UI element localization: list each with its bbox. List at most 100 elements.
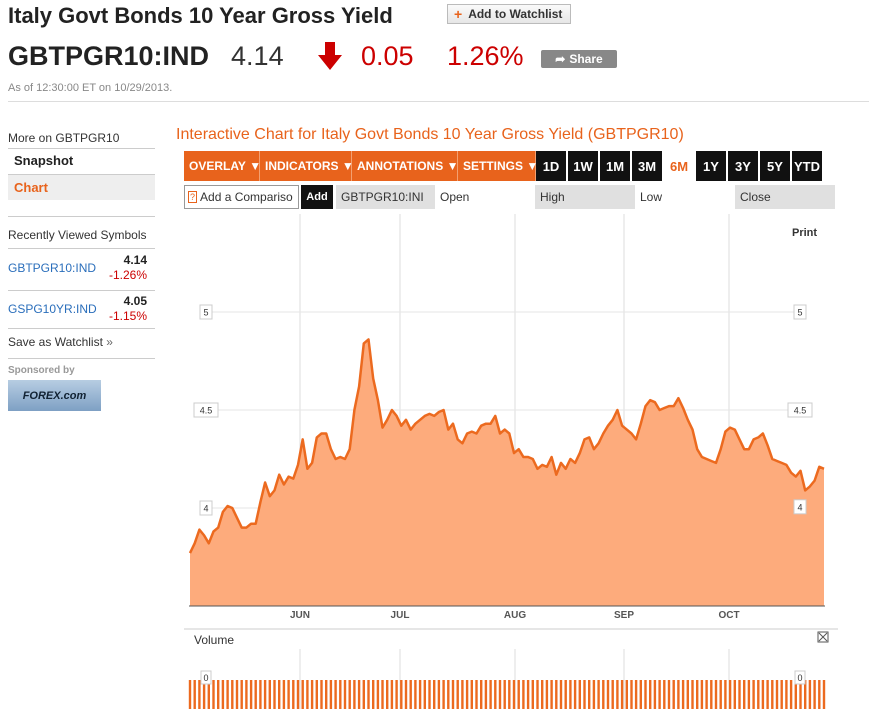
indicators-menu[interactable]: INDICATORS ▼ bbox=[260, 151, 354, 181]
share-label: Share bbox=[569, 52, 603, 66]
volume-bar bbox=[296, 680, 300, 709]
volume-bar bbox=[372, 680, 375, 709]
sidebar-divider bbox=[8, 148, 155, 149]
chart-toolbar: OVERLAY ▼ INDICATORS ▼ ANNOTATIONS ▼ SET… bbox=[184, 151, 824, 181]
volume-bar bbox=[644, 680, 647, 709]
volume-bar bbox=[738, 680, 741, 709]
sponsor-logo-text: FOREX.com bbox=[22, 389, 87, 402]
volume-bar bbox=[320, 680, 323, 709]
price-chart[interactable]: JUN JUL AUG SEP OCT 5 54.5 4.54 4 Print Volume … bbox=[184, 214, 838, 719]
compare-input[interactable]: ? Add a Compariso bbox=[184, 185, 299, 209]
period-1d[interactable]: 1D bbox=[536, 151, 568, 181]
volume-bar bbox=[799, 680, 802, 709]
volume-bar bbox=[292, 680, 295, 709]
volume-bar bbox=[630, 680, 633, 709]
volume-bar bbox=[780, 680, 783, 709]
volume-bar bbox=[653, 680, 657, 709]
sponsor-logo[interactable]: FOREX.com bbox=[8, 380, 101, 411]
volume-bar bbox=[569, 680, 572, 709]
volume-bar bbox=[268, 680, 271, 709]
legend-open: Open bbox=[440, 190, 470, 204]
y-tick-label-left: 4.5 bbox=[193, 402, 219, 418]
period-3y[interactable]: 3Y bbox=[728, 151, 760, 181]
volume-bar bbox=[198, 680, 201, 709]
volume-bar bbox=[376, 680, 380, 709]
overlay-menu[interactable]: OVERLAY ▼ bbox=[184, 151, 261, 181]
close-volume-icon[interactable] bbox=[817, 631, 829, 643]
x-tick-label: AUG bbox=[504, 610, 526, 621]
volume-bar bbox=[348, 680, 351, 709]
quote-row: GBTPGR10:IND 4.14 bbox=[8, 41, 284, 75]
overlay-menu-label: OVERLAY bbox=[189, 159, 246, 173]
settings-menu[interactable]: SETTINGS ▼ bbox=[458, 151, 538, 181]
volume-bar bbox=[822, 680, 826, 709]
save-as-watchlist-label: Save as Watchlist bbox=[8, 335, 103, 349]
period-5y[interactable]: 5Y bbox=[760, 151, 792, 181]
print-link[interactable]: Print bbox=[792, 227, 817, 239]
save-as-watchlist-link[interactable]: Save as Watchlist » bbox=[8, 335, 113, 349]
volume-bar bbox=[592, 680, 596, 709]
period-1y[interactable]: 1Y bbox=[696, 151, 728, 181]
volume-bar bbox=[400, 680, 403, 709]
sidebar-divider bbox=[8, 174, 155, 175]
volume-bars bbox=[188, 649, 826, 709]
yield-area-fill bbox=[190, 339, 824, 606]
recent-symbol-change: -1.26% bbox=[108, 268, 147, 282]
volume-bar bbox=[442, 680, 445, 709]
volume-bar bbox=[583, 680, 586, 709]
volume-bar bbox=[747, 680, 751, 709]
volume-bar bbox=[470, 680, 473, 709]
recent-symbol[interactable]: GSPG10YR:IND 4.05 -1.15% bbox=[8, 292, 155, 330]
annotations-menu[interactable]: ANNOTATIONS ▼ bbox=[352, 151, 458, 181]
volume-bar bbox=[188, 680, 192, 709]
help-icon[interactable]: ? bbox=[188, 191, 198, 203]
recent-symbol-name[interactable]: GSPG10YR:IND bbox=[8, 302, 97, 316]
volume-bar bbox=[578, 680, 581, 709]
volume-bar bbox=[278, 680, 281, 709]
volume-bar bbox=[705, 680, 708, 709]
volume-bar bbox=[254, 680, 257, 709]
volume-bar bbox=[334, 680, 337, 709]
volume-bar bbox=[606, 680, 610, 709]
period-1m[interactable]: 1M bbox=[600, 151, 632, 181]
volume-bar bbox=[498, 680, 502, 709]
period-6m[interactable]: 6M bbox=[664, 151, 696, 181]
share-button[interactable]: ➦ Share bbox=[541, 50, 617, 68]
period-ytd[interactable]: YTD bbox=[792, 151, 824, 181]
add-to-watchlist-button[interactable]: + Add to Watchlist bbox=[447, 4, 571, 24]
volume-bar bbox=[357, 680, 361, 709]
volume-bar bbox=[273, 680, 276, 709]
volume-bar bbox=[325, 680, 328, 709]
period-3m[interactable]: 3M bbox=[632, 151, 664, 181]
volume-bar bbox=[414, 680, 417, 709]
volume-bar bbox=[508, 680, 511, 709]
volume-bar bbox=[475, 680, 478, 709]
recent-symbol-name[interactable]: GBTPGR10:IND bbox=[8, 261, 97, 275]
sidebar-item-snapshot[interactable]: Snapshot bbox=[14, 153, 74, 168]
chart-heading: Interactive Chart for Italy Govt Bonds 1… bbox=[176, 126, 684, 143]
period-1w[interactable]: 1W bbox=[568, 151, 600, 181]
x-tick-label: JUN bbox=[290, 610, 310, 621]
volume-bar bbox=[658, 680, 661, 709]
volume-bar bbox=[339, 680, 342, 709]
recently-viewed-title: Recently Viewed Symbols bbox=[8, 228, 147, 242]
sidebar-divider bbox=[8, 328, 155, 329]
volume-bar bbox=[752, 680, 755, 709]
add-comparison-button[interactable]: Add bbox=[301, 185, 333, 209]
volume-bar bbox=[193, 680, 196, 709]
volume-bar bbox=[390, 680, 394, 709]
legend-low: Low bbox=[640, 190, 663, 204]
volume-bar bbox=[480, 680, 483, 709]
volume-bar bbox=[489, 680, 492, 709]
volume-bar bbox=[301, 680, 304, 709]
compare-placeholder: Add a Compariso bbox=[200, 190, 293, 204]
volume-bar bbox=[719, 680, 722, 709]
recent-symbol[interactable]: GBTPGR10:IND 4.14 -1.26% bbox=[8, 251, 155, 289]
sidebar-item-chart[interactable]: Chart bbox=[8, 175, 155, 200]
volume-bar bbox=[559, 680, 563, 709]
sidebar-divider bbox=[8, 358, 155, 359]
volume-bar bbox=[766, 680, 769, 709]
volume-bar bbox=[564, 680, 567, 709]
volume-bar bbox=[461, 680, 464, 709]
